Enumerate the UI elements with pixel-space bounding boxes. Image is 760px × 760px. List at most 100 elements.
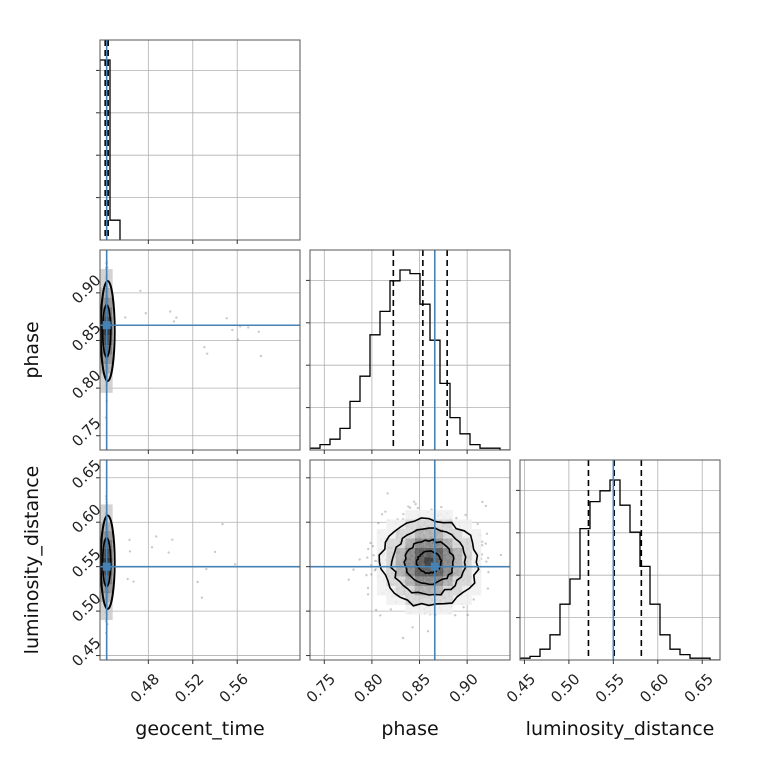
density-phase-vs-luminosity_distance-sample-point	[455, 516, 458, 520]
density-phase-vs-luminosity_distance-density-cell	[443, 547, 453, 558]
density-phase-vs-luminosity_distance-density-cell	[424, 547, 434, 558]
density-phase-vs-luminosity_distance-density-cell	[424, 519, 434, 529]
density-phase-vs-luminosity_distance-sample-point	[389, 608, 393, 611]
hist-phase-steps	[310, 269, 510, 450]
density-geocent_time-vs-phase-sample-point	[124, 316, 127, 319]
density-phase-vs-luminosity_distance-sample-point	[485, 532, 489, 535]
density-phase-vs-luminosity_distance-density-cell	[433, 519, 444, 529]
ylabel-phase: phase	[21, 321, 43, 378]
density-phase-vs-luminosity_distance-density-cell	[395, 547, 406, 558]
density-phase-vs-luminosity_distance-sample-point	[466, 613, 469, 617]
density-phase-vs-luminosity_distance-contour-1	[403, 538, 455, 586]
hist-luminosity_distance-layer	[520, 460, 720, 660]
density-phase-vs-luminosity_distance-density-cell	[424, 595, 434, 605]
density-phase-vs-luminosity_distance-density-cell	[471, 585, 482, 596]
density-phase-vs-luminosity_distance-density-cell	[386, 547, 396, 558]
density-geocent_time-vs-luminosity_distance-contour-outer	[100, 514, 116, 610]
density-geocent_time-vs-luminosity_distance-ytick-label-2: 0.55	[68, 545, 104, 581]
density-phase-vs-luminosity_distance-frame	[309, 459, 511, 661]
density-phase-vs-luminosity_distance-sample-point	[411, 626, 414, 629]
density-phase-vs-luminosity_distance-sample-point	[472, 598, 475, 601]
density-phase-vs-luminosity_distance-sample-point	[352, 568, 355, 571]
density-phase-vs-luminosity_distance-sample-point	[440, 505, 443, 509]
density-phase-vs-luminosity_distance-sample-point	[347, 578, 350, 581]
density-phase-vs-luminosity_distance-density-cell	[405, 604, 415, 615]
density-phase-vs-luminosity_distance-xtick-label-1: 0.80	[350, 670, 386, 706]
density-phase-vs-luminosity_distance-density-cell	[433, 547, 444, 558]
density-phase-vs-luminosity_distance-xtick-label-2: 0.85	[398, 670, 434, 706]
density-geocent_time-vs-luminosity_distance-background	[100, 460, 300, 660]
density-phase-vs-luminosity_distance-density-cell	[376, 528, 387, 539]
density-phase-vs-luminosity_distance-density-cell	[443, 576, 453, 586]
density-geocent_time-vs-luminosity_distance-ytick-label-0: 0.45	[68, 634, 104, 670]
density-phase-vs-luminosity_distance-sample-point	[374, 608, 378, 612]
density-geocent_time-vs-luminosity_distance-sample-point	[126, 577, 129, 581]
density-phase-vs-luminosity_distance-density-cell	[376, 566, 387, 577]
hist-luminosity_distance-xtick-label-0: 0.45	[503, 670, 539, 706]
density-phase-vs-luminosity_distance-sample-point	[402, 512, 405, 516]
density-geocent_time-vs-luminosity_distance-sample-point	[196, 580, 199, 584]
density-phase-vs-luminosity_distance-density-cell	[395, 528, 406, 539]
density-phase-vs-luminosity_distance-density-cell	[414, 576, 425, 586]
density-phase-vs-luminosity_distance-sample-point	[358, 558, 361, 561]
density-phase-vs-luminosity_distance-density-cell	[443, 604, 453, 615]
density-phase-vs-luminosity_distance-density-cell	[386, 576, 396, 586]
density-phase-vs-luminosity_distance-density-cell	[424, 604, 434, 615]
density-phase-vs-luminosity_distance-density-cell	[452, 547, 463, 558]
density-phase-vs-luminosity_distance-density-cell	[395, 595, 406, 605]
density-geocent_time-vs-luminosity_distance-sample-point	[233, 563, 237, 566]
density-phase-vs-luminosity_distance-sample-point	[401, 636, 405, 640]
density-geocent_time-vs-luminosity_distance-sample-point	[128, 550, 132, 553]
density-phase-vs-luminosity_distance-contour-2	[390, 527, 467, 596]
density-geocent_time-vs-phase-ytick-label-0: 0.75	[68, 414, 104, 450]
density-phase-vs-luminosity_distance-density-cell	[424, 576, 434, 586]
density-phase-vs-luminosity_distance-density-cell	[443, 557, 453, 567]
density-phase-vs-luminosity_distance-density-cell	[462, 557, 472, 567]
density-phase-vs-luminosity_distance-sample-point	[365, 573, 368, 577]
density-geocent_time-vs-phase-sample-point	[175, 316, 178, 319]
density-phase-vs-luminosity_distance-density-cell	[452, 519, 463, 529]
hist-geocent_time-layer	[100, 40, 121, 240]
density-geocent_time-vs-luminosity_distance-truth-marker	[102, 562, 111, 571]
density-phase-vs-luminosity_distance-sample-point	[414, 502, 417, 506]
density-geocent_time-vs-luminosity_distance-sample-point	[213, 550, 217, 554]
density-geocent_time-vs-phase-background	[100, 250, 300, 450]
density-phase-vs-luminosity_distance-density-cell	[414, 538, 425, 548]
hist-phase-layer	[310, 250, 510, 450]
xlabel-phase: phase	[381, 718, 438, 740]
density-phase-vs-luminosity_distance-density-cell	[452, 576, 463, 586]
density-phase-vs-luminosity_distance-density-cell	[386, 566, 396, 577]
density-phase-vs-luminosity_distance-sample-point	[380, 513, 384, 516]
density-phase-vs-luminosity_distance-density-cell	[414, 585, 425, 596]
density-phase-vs-luminosity_distance-sample-point	[373, 569, 377, 572]
density-geocent_time-vs-luminosity_distance-sample-point	[171, 538, 174, 541]
density-phase-vs-luminosity_distance-density-cell	[443, 595, 453, 605]
density-geocent_time-vs-luminosity_distance-sample-point	[205, 567, 208, 571]
hist-phase-background	[310, 250, 510, 450]
density-phase-vs-luminosity_distance-sample-point	[366, 593, 370, 596]
density-phase-vs-luminosity_distance-density-cell	[462, 547, 472, 558]
density-phase-vs-luminosity_distance-density-cell	[414, 566, 425, 577]
density-geocent_time-vs-phase-ytick-label-1: 0.80	[68, 366, 104, 402]
density-phase-vs-luminosity_distance-density-cell	[405, 595, 415, 605]
density-phase-vs-luminosity_distance-density-cell	[443, 566, 453, 577]
density-phase-vs-luminosity_distance-sample-point	[487, 570, 490, 574]
density-phase-vs-luminosity_distance-sample-point	[369, 564, 373, 567]
density-phase-vs-luminosity_distance-density-cell	[405, 547, 415, 558]
density-phase-vs-luminosity_distance-sample-point	[373, 559, 377, 563]
density-phase-vs-luminosity_distance-density-cell	[433, 566, 444, 577]
density-geocent_time-vs-phase-sample-point	[206, 352, 209, 355]
density-phase-vs-luminosity_distance-density-cell	[376, 576, 387, 586]
density-geocent_time-vs-luminosity_distance-sample-point	[200, 596, 204, 599]
density-phase-vs-luminosity_distance-density-cell	[433, 604, 444, 615]
density-geocent_time-vs-phase-sample-point	[139, 289, 142, 292]
density-phase-vs-luminosity_distance-density-cell	[433, 557, 444, 567]
density-geocent_time-vs-phase-sample-point	[247, 326, 250, 329]
density-phase-vs-luminosity_distance-density-cell	[414, 604, 425, 615]
density-phase-vs-luminosity_distance-sample-point	[464, 513, 467, 517]
density-phase-vs-luminosity_distance-sample-point	[412, 500, 416, 503]
density-phase-vs-luminosity_distance-density-cell	[405, 509, 415, 520]
density-phase-vs-luminosity_distance-density-cell	[424, 557, 434, 567]
hist-phase-frame	[309, 249, 511, 451]
density-phase-vs-luminosity_distance-density-cell	[443, 519, 453, 529]
